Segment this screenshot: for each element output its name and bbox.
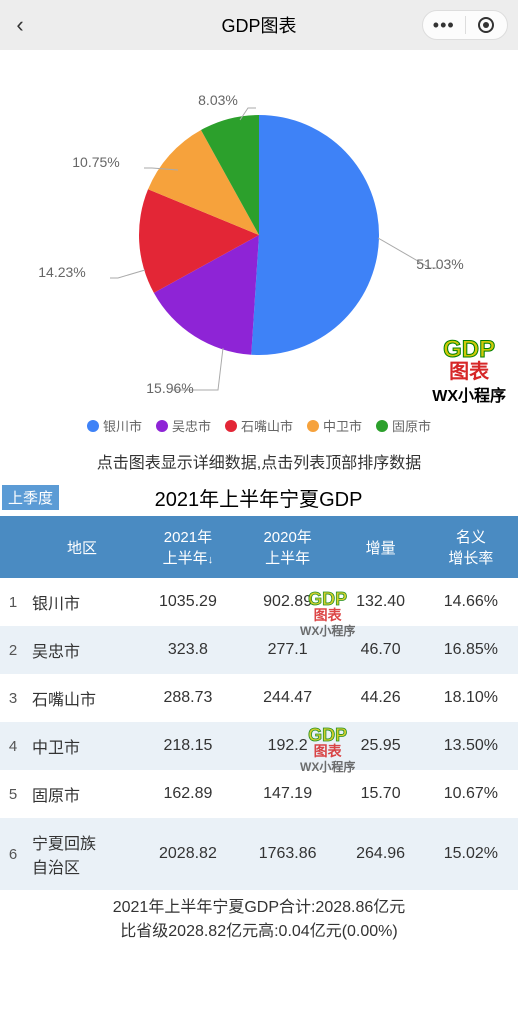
col-header[interactable]: 名义增长率 xyxy=(424,516,518,578)
col-header[interactable]: 2020年上半年 xyxy=(238,516,338,578)
cell: 264.96 xyxy=(337,818,423,890)
data-table: 地区2021年上半年↓2020年上半年增量名义增长率 1银川市1035.2990… xyxy=(0,516,518,890)
cell: 902.89 xyxy=(238,578,338,626)
table-title-row: 上季度 2021年上半年宁夏GDP xyxy=(0,479,518,516)
cell: 6 xyxy=(0,818,26,890)
legend-item[interactable]: 固原市 xyxy=(376,416,431,435)
cell: 2 xyxy=(0,626,26,674)
cell: 1035.29 xyxy=(138,578,238,626)
legend-dot xyxy=(87,420,99,432)
cell: 吴忠市 xyxy=(26,626,138,674)
app-container: ‹ GDP图表 ••• 51.03% 15.96% 14.23% 10.75% 8.03… xyxy=(0,0,518,1026)
cell: 1 xyxy=(0,578,26,626)
cell: 15.02% xyxy=(424,818,518,890)
cell: 192.2 xyxy=(238,722,338,770)
table-row[interactable]: 4中卫市218.15192.225.9513.50% xyxy=(0,722,518,770)
cell: 中卫市 xyxy=(26,722,138,770)
table-title: 2021年上半年宁夏GDP xyxy=(59,483,518,512)
legend-dot xyxy=(307,420,319,432)
legend-dot xyxy=(376,420,388,432)
cell: 13.50% xyxy=(424,722,518,770)
cell: 银川市 xyxy=(26,578,138,626)
cell: 宁夏回族自治区 xyxy=(26,818,138,890)
legend-dot xyxy=(156,420,168,432)
legend-item[interactable]: 吴忠市 xyxy=(156,416,211,435)
footer-line2: 比省级2028.82亿元高:0.04亿元(0.00%) xyxy=(8,920,510,944)
cell: 1763.86 xyxy=(238,818,338,890)
pie-label: 8.03% xyxy=(198,92,238,108)
pie-label: 14.23% xyxy=(38,264,85,280)
hint-text: 点击图表显示详细数据,点击列表顶部排序数据 xyxy=(0,443,518,479)
cell: 10.67% xyxy=(424,770,518,818)
pie-slice[interactable] xyxy=(251,115,379,355)
cell: 162.89 xyxy=(138,770,238,818)
cell: 132.40 xyxy=(337,578,423,626)
legend-label: 吴忠市 xyxy=(172,416,211,435)
cell: 288.73 xyxy=(138,674,238,722)
table-row[interactable]: 5固原市162.89147.1915.7010.67% xyxy=(0,770,518,818)
legend-label: 石嘴山市 xyxy=(241,416,293,435)
cell: 15.70 xyxy=(337,770,423,818)
legend-dot xyxy=(225,420,237,432)
cell: 25.95 xyxy=(337,722,423,770)
pie-label: 15.96% xyxy=(146,380,193,396)
legend-label: 固原市 xyxy=(392,416,431,435)
table-row[interactable]: 2吴忠市323.8277.146.7016.85% xyxy=(0,626,518,674)
back-icon[interactable]: ‹ xyxy=(0,12,40,38)
col-header[interactable]: 增量 xyxy=(337,516,423,578)
cell: 218.15 xyxy=(138,722,238,770)
legend-item[interactable]: 石嘴山市 xyxy=(225,416,293,435)
legend-label: 中卫市 xyxy=(323,416,362,435)
cell: 44.26 xyxy=(337,674,423,722)
cell: 固原市 xyxy=(26,770,138,818)
table-wrap: 地区2021年上半年↓2020年上半年增量名义增长率 1银川市1035.2990… xyxy=(0,516,518,890)
legend-item[interactable]: 中卫市 xyxy=(307,416,362,435)
watermark: GDP 图表 WX小程序 xyxy=(432,338,506,406)
cell: 147.19 xyxy=(238,770,338,818)
col-header[interactable] xyxy=(0,516,26,578)
cell: 5 xyxy=(0,770,26,818)
table-row[interactable]: 1银川市1035.29902.89132.4014.66% xyxy=(0,578,518,626)
cell: 14.66% xyxy=(424,578,518,626)
footer-line1: 2021年上半年宁夏GDP合计:2028.86亿元 xyxy=(8,896,510,920)
table-row[interactable]: 3石嘴山市288.73244.4744.2618.10% xyxy=(0,674,518,722)
cell: 18.10% xyxy=(424,674,518,722)
header-bar: ‹ GDP图表 ••• xyxy=(0,0,518,50)
cell: 244.47 xyxy=(238,674,338,722)
legend-label: 银川市 xyxy=(103,416,142,435)
footer: 2021年上半年宁夏GDP合计:2028.86亿元 比省级2028.82亿元高:… xyxy=(0,890,518,958)
close-icon[interactable] xyxy=(465,17,507,33)
table-row[interactable]: 6宁夏回族自治区2028.821763.86264.9615.02% xyxy=(0,818,518,890)
cell: 46.70 xyxy=(337,626,423,674)
pie-chart[interactable]: 51.03% 15.96% 14.23% 10.75% 8.03% GDP 图表 WX小… xyxy=(0,50,518,410)
cell: 3 xyxy=(0,674,26,722)
miniprogram-capsule: ••• xyxy=(422,10,508,40)
cell: 4 xyxy=(0,722,26,770)
prev-quarter-button[interactable]: 上季度 xyxy=(2,485,59,510)
col-header[interactable]: 地区 xyxy=(26,516,138,578)
menu-icon[interactable]: ••• xyxy=(423,15,465,36)
cell: 16.85% xyxy=(424,626,518,674)
col-header[interactable]: 2021年上半年↓ xyxy=(138,516,238,578)
cell: 石嘴山市 xyxy=(26,674,138,722)
legend-item[interactable]: 银川市 xyxy=(87,416,142,435)
cell: 323.8 xyxy=(138,626,238,674)
pie-label: 10.75% xyxy=(72,154,119,170)
pie-label: 51.03% xyxy=(416,256,463,272)
cell: 2028.82 xyxy=(138,818,238,890)
cell: 277.1 xyxy=(238,626,338,674)
